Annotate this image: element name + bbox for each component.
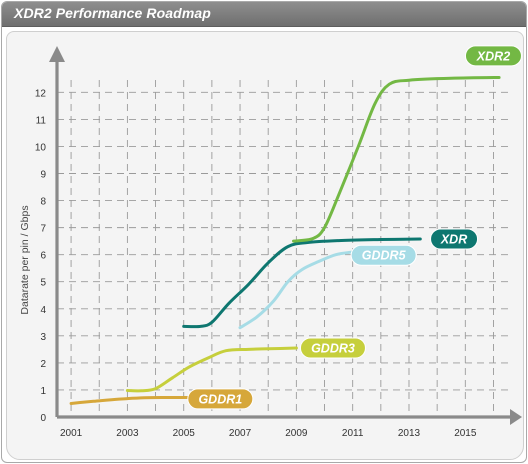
window-title: XDR2 Performance Roadmap xyxy=(14,5,211,21)
x-tick-label: 2005 xyxy=(173,428,196,439)
label-badge-gddr1 xyxy=(187,388,254,410)
y-tick-label: 7 xyxy=(40,224,46,235)
series-line-xdr2 xyxy=(292,76,501,243)
label-badge-xdr2 xyxy=(464,45,522,67)
y-tick-label: 3 xyxy=(40,332,46,343)
y-axis-arrow xyxy=(49,46,65,62)
series-line-gddr5 xyxy=(238,250,355,330)
label-badge-gddr3 xyxy=(299,337,366,359)
label-text-xdr: XDR xyxy=(440,232,467,246)
series-lines xyxy=(69,76,501,405)
y-tick-label: 8 xyxy=(40,197,46,208)
y-tick-label: 1 xyxy=(40,386,46,397)
y-tick-label: 0 xyxy=(40,413,46,424)
series-line-gddr1 xyxy=(69,396,191,405)
y-tick-label: 6 xyxy=(40,251,46,262)
label-text-gddr3: GDDR3 xyxy=(311,342,355,356)
y-tick-label: 11 xyxy=(36,115,47,126)
x-tick-label: 2007 xyxy=(229,428,252,439)
y-tick-label: 4 xyxy=(40,305,46,316)
x-tick-labels: 2001 2003 2005 2007 2009 2011 2013 2015 xyxy=(60,428,477,439)
x-tick-label: 2009 xyxy=(285,428,308,439)
x-tick-label: 2015 xyxy=(454,428,477,439)
label-badge-xdr xyxy=(430,228,479,250)
chart-panel: 0 1 2 3 4 5 6 7 8 9 10 11 12 2001 2003 2005 2007 2009 201… xyxy=(6,31,524,460)
x-axis-arrow xyxy=(510,409,522,425)
label-text-gddr5: GDDR5 xyxy=(362,249,407,263)
label-text-gddr1: GDDR1 xyxy=(198,392,242,406)
series-line-xdr xyxy=(182,237,422,329)
label-text-xdr2: XDR2 xyxy=(476,49,510,63)
y-tick-label: 2 xyxy=(40,359,46,370)
axes xyxy=(49,46,522,425)
y-tick-label: 10 xyxy=(35,142,47,153)
y-tick-label: 9 xyxy=(40,170,46,181)
title-bar: XDR2 Performance Roadmap xyxy=(2,2,526,27)
x-tick-label: 2013 xyxy=(398,428,421,439)
x-tick-label: 2011 xyxy=(342,428,364,439)
x-tick-label: 2001 xyxy=(60,428,83,439)
x-tick-label: 2003 xyxy=(116,428,139,439)
y-tick-label: 12 xyxy=(35,88,47,99)
y-tick-label: 5 xyxy=(40,278,46,289)
y-axis-label: Datarate per pin / Gbps xyxy=(19,205,31,314)
series-labels: GDDR1 GDDR3 GDDR5 XDR XDR2 xyxy=(187,45,522,410)
label-badge-gddr5 xyxy=(350,244,417,266)
series-line-gddr3 xyxy=(125,346,298,393)
